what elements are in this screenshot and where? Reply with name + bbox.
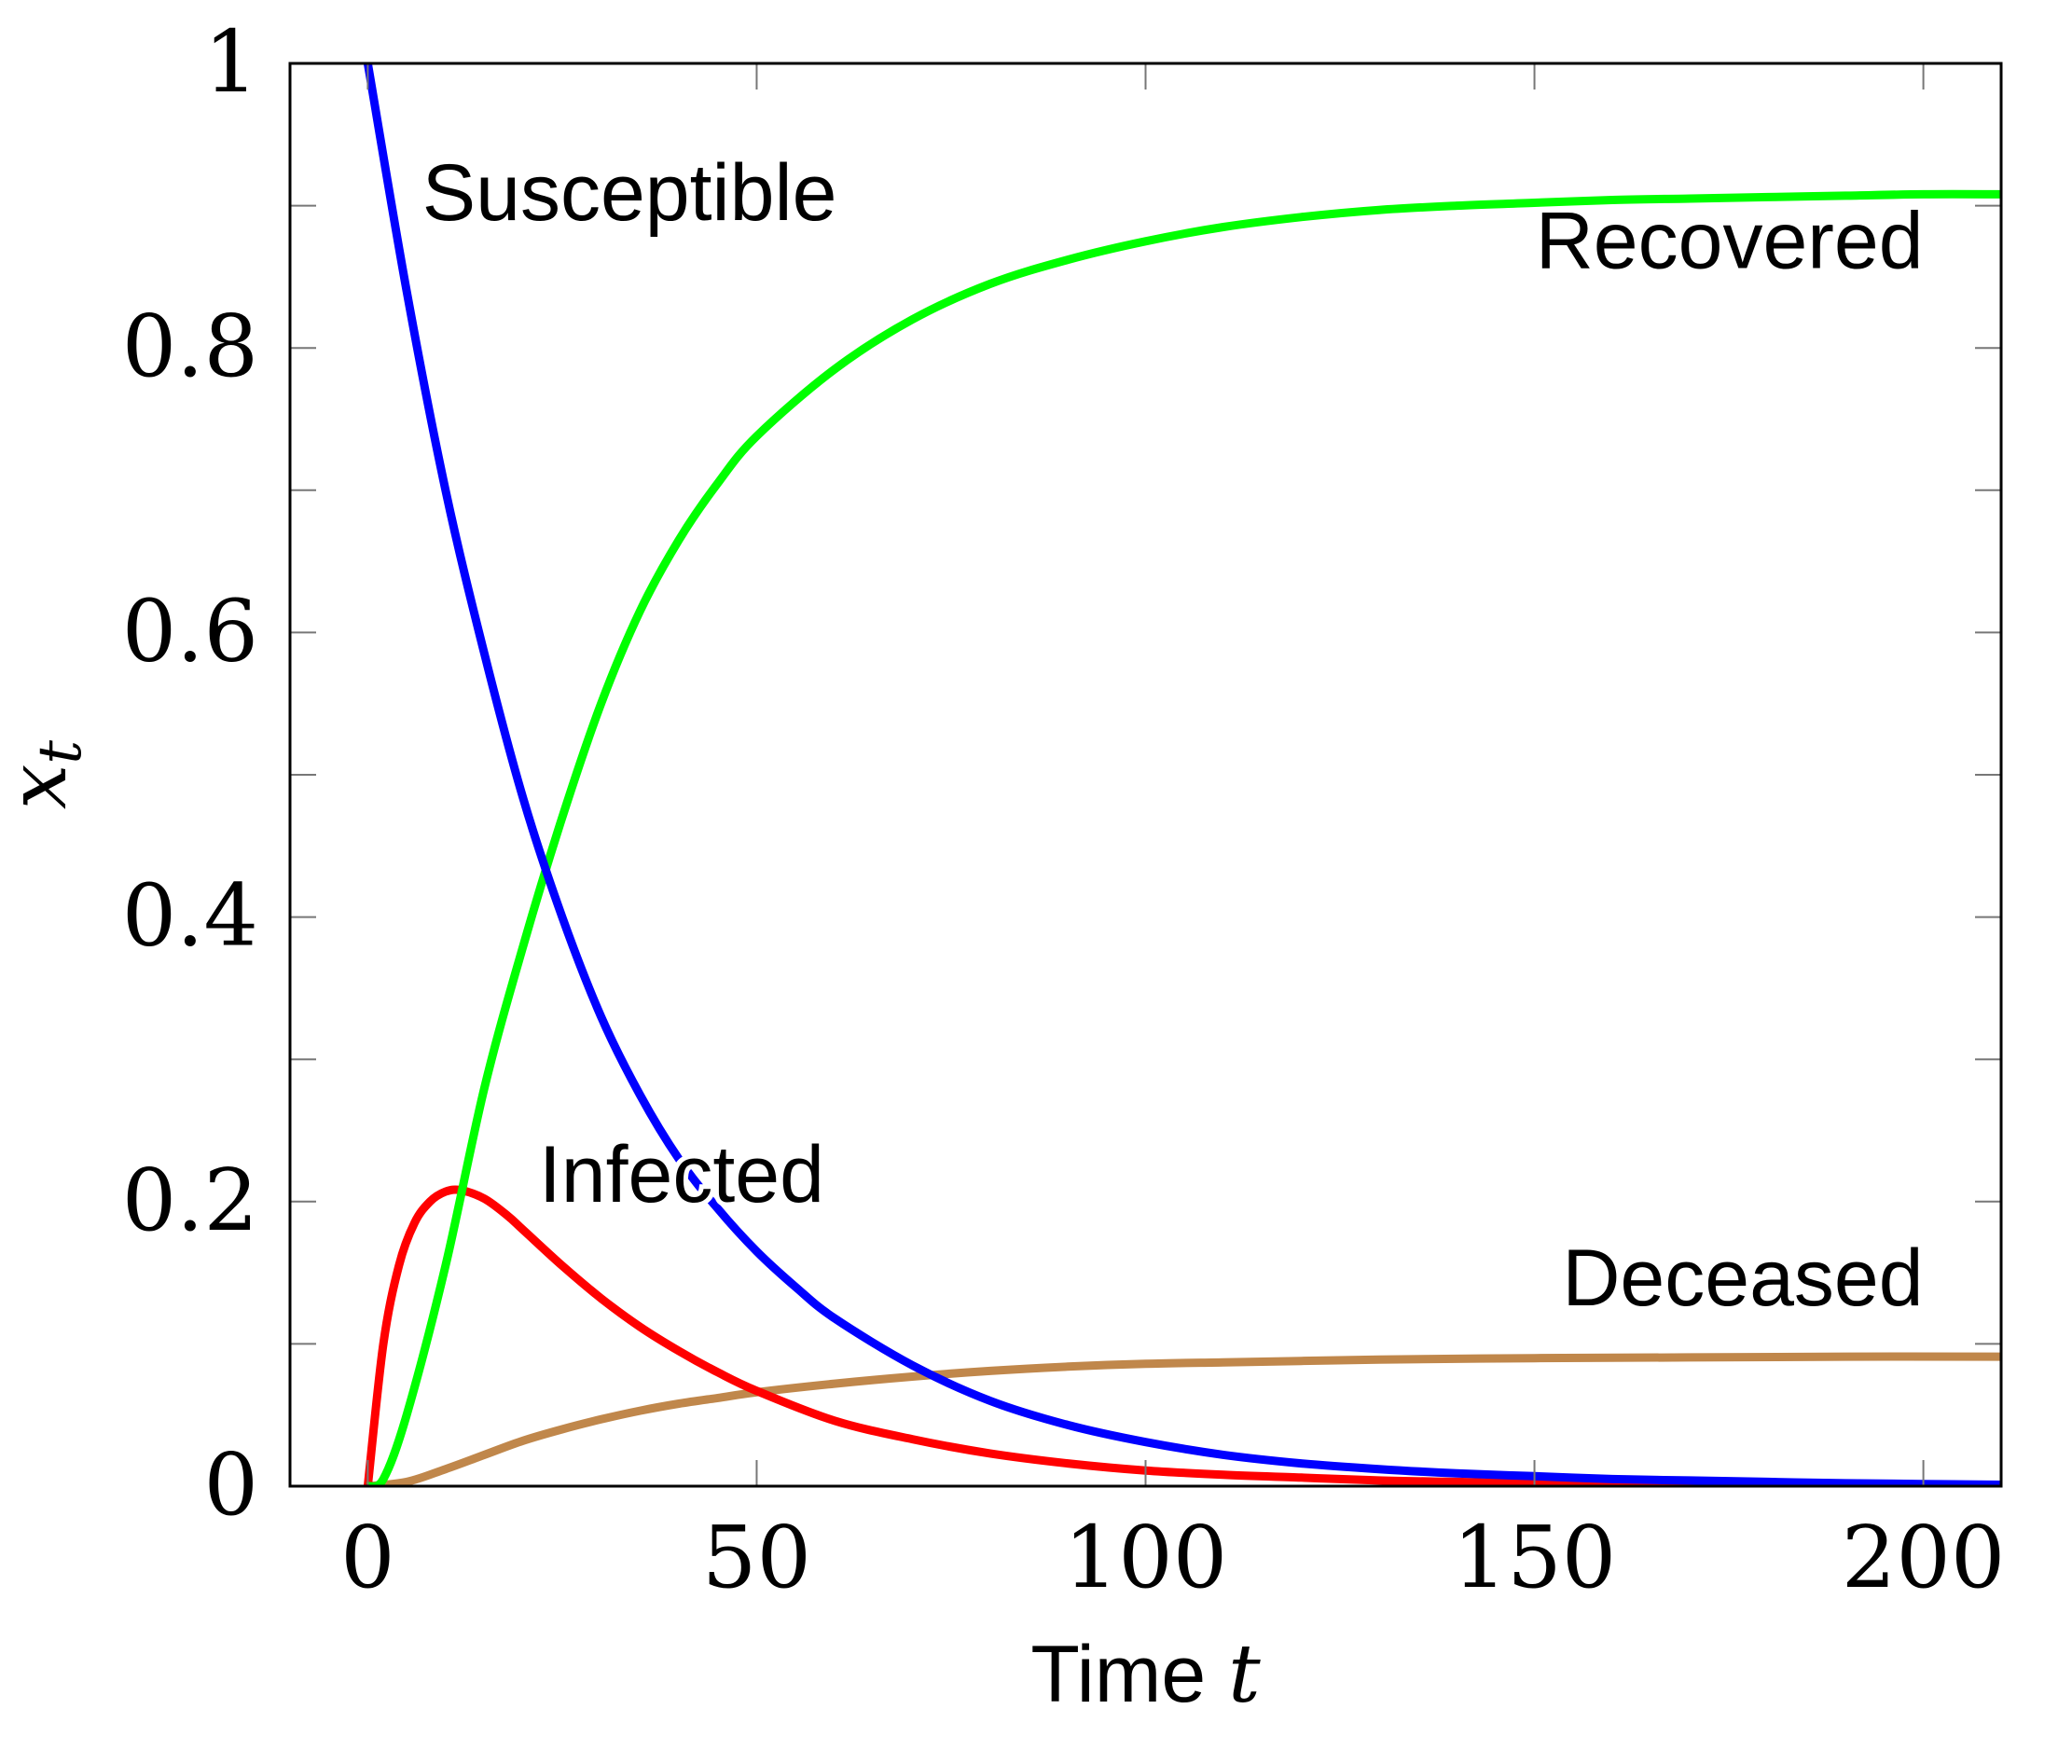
series-line-infected bbox=[363, 1185, 2001, 1486]
plot-frame bbox=[288, 62, 2003, 1488]
x-tick-label: 150 bbox=[1453, 1508, 1617, 1607]
series-label-recovered: Recovered bbox=[1536, 197, 1924, 286]
x-tick-label: 0 bbox=[340, 1508, 395, 1607]
x-axis-title-text: Time bbox=[1030, 1630, 1228, 1719]
y-tick-label: 0.6 bbox=[122, 581, 258, 681]
series-layer bbox=[363, 63, 2001, 1486]
series-label-infected: Infected bbox=[539, 1130, 824, 1220]
annotation-layer: Susceptible Recovered Infected Deceased bbox=[418, 144, 1928, 1328]
series-line-susceptible bbox=[363, 63, 2001, 1486]
y-tick-label: 0 bbox=[203, 1435, 258, 1535]
y-tick-label: 0.2 bbox=[122, 1151, 258, 1250]
x-axis-title: Time t bbox=[1030, 1628, 1261, 1721]
series-line-recovered bbox=[366, 189, 2001, 1486]
series-label-susceptible: Susceptible bbox=[422, 148, 837, 238]
y-axis-title-subscript: t bbox=[26, 740, 95, 765]
y-tick-label: 1 bbox=[203, 12, 258, 112]
y-axis-title-variable: x bbox=[0, 765, 85, 810]
tick-labels: 0 50 100 150 200 0 0.2 0.4 0.6 0.8 1 bbox=[122, 12, 2006, 1607]
series-label-deceased: Deceased bbox=[1562, 1233, 1923, 1323]
y-axis-title: xt bbox=[0, 740, 95, 810]
x-axis-title-variable: t bbox=[1228, 1628, 1261, 1721]
x-tick-label: 100 bbox=[1064, 1508, 1228, 1607]
y-tick-label: 0.8 bbox=[122, 296, 258, 396]
x-tick-label: 200 bbox=[1842, 1508, 2006, 1607]
y-tick-label: 0.4 bbox=[122, 866, 258, 966]
x-tick-label: 50 bbox=[702, 1508, 811, 1607]
